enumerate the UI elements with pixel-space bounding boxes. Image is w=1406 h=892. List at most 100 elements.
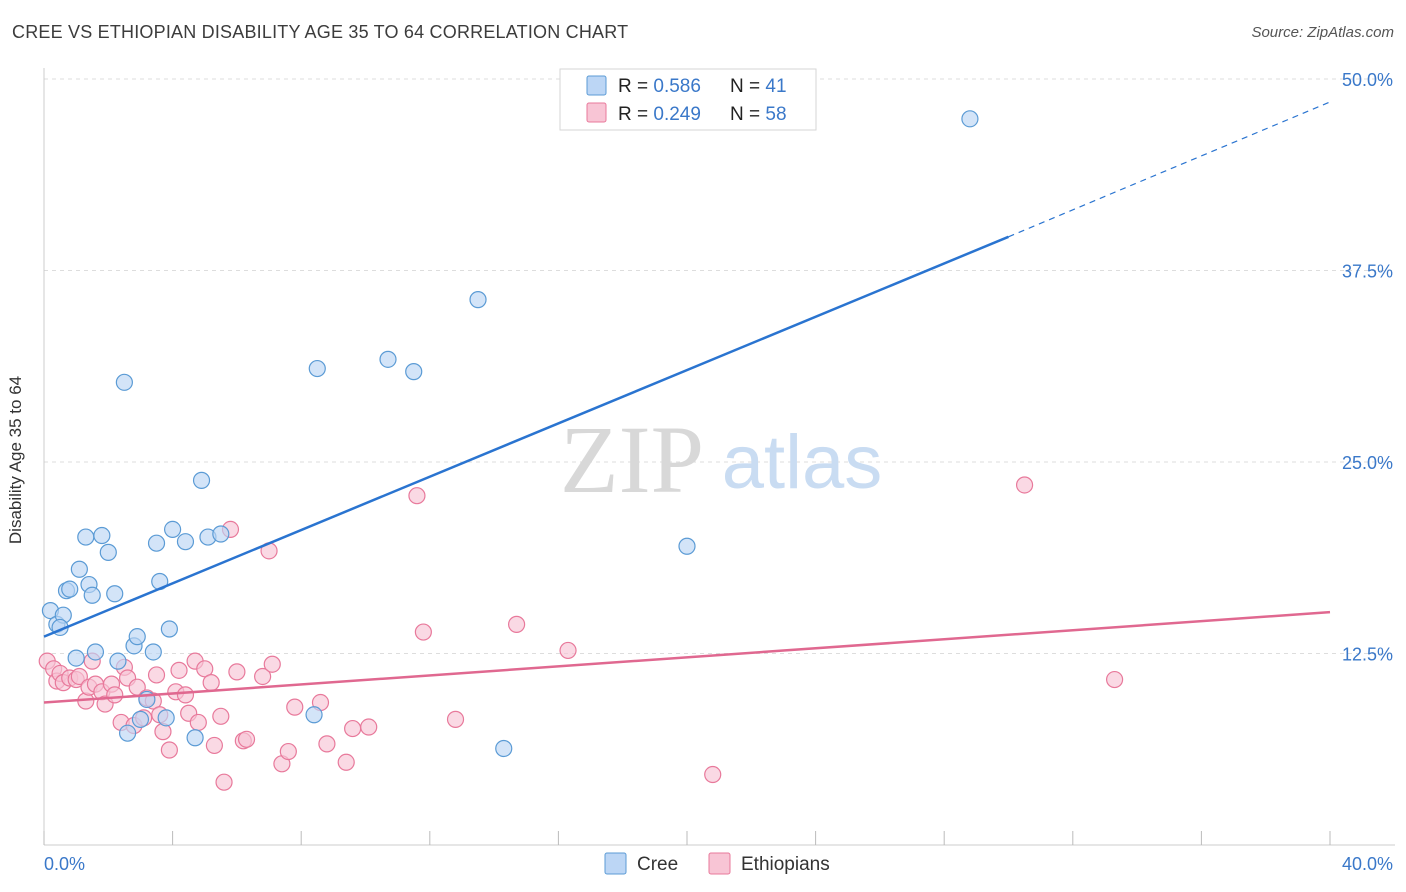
cree-point: [144, 643, 162, 661]
svg-text:R = 0.249: R = 0.249: [618, 104, 701, 125]
ethiopians-point: [237, 730, 256, 748]
cree-trend-line: [43, 235, 1009, 638]
cree-point: [305, 706, 323, 724]
y-tick-label: 50.0%: [1342, 70, 1393, 90]
ethiopians-point: [318, 735, 336, 753]
ethiopians-point: [559, 641, 577, 660]
ethiopians-trend-line: [43, 610, 1331, 704]
ethiopians-point: [170, 661, 188, 679]
legend-n-value-1: 41: [765, 76, 786, 97]
cree-point: [160, 620, 178, 638]
cree-point: [469, 291, 487, 309]
y-tick-label: 12.5%: [1342, 645, 1393, 665]
legend: R = 0.586 N = 41 R = 0.249 N = 58: [559, 68, 817, 131]
cree-point: [495, 739, 513, 758]
ethiopians-point: [106, 686, 124, 704]
cree-points: [41, 110, 979, 758]
bottom-legend-ethiopians: Ethiopians: [741, 854, 830, 875]
ethiopians-point: [254, 667, 272, 686]
ethiopians-point: [1105, 670, 1124, 689]
y-tick-labels: 12.5% 25.0% 37.5% 50.0%: [1342, 70, 1393, 665]
cree-point: [86, 643, 105, 661]
cree-point: [131, 710, 150, 728]
legend-r-value-1: 0.586: [653, 76, 701, 97]
cree-point: [115, 373, 133, 391]
trend-lines: [43, 101, 1331, 704]
cree-point: [128, 628, 146, 646]
cree-point: [157, 709, 175, 727]
ethiopians-point: [508, 615, 526, 633]
bottom-legend-cree: Cree: [637, 854, 678, 875]
chart-title: CREE VS ETHIOPIAN DISABILITY AGE 35 TO 6…: [12, 22, 629, 42]
ethiopians-point: [286, 698, 304, 716]
cree-point: [109, 652, 127, 670]
ethiopians-point: [408, 487, 426, 505]
legend-n-label-1: N =: [730, 76, 765, 97]
legend-n-value-2: 58: [765, 104, 786, 125]
cree-point: [61, 580, 79, 598]
cree-point: [67, 649, 85, 667]
cree-point: [379, 350, 397, 368]
ethiopians-point: [176, 686, 195, 704]
legend-swatch-ethiopians: [586, 102, 607, 123]
ethiopians-point: [215, 773, 233, 791]
legend-swatch-cree: [586, 75, 607, 96]
watermark-zip: ZIP: [560, 406, 704, 513]
bottom-legend: Cree Ethiopians: [604, 852, 830, 875]
ethiopians-point: [1015, 476, 1034, 494]
ethiopians-point: [344, 719, 362, 738]
ethiopians-point: [189, 713, 207, 732]
svg-text:N = 58: N = 58: [730, 104, 787, 125]
cree-point: [147, 534, 166, 552]
cree-point: [83, 586, 101, 604]
svg-text:R = 0.586: R = 0.586: [618, 76, 701, 97]
ethiopians-point: [337, 753, 355, 771]
legend-n-label-2: N =: [730, 104, 765, 125]
axes: [43, 68, 1395, 846]
ethiopians-point: [263, 655, 281, 673]
ethiopians-point: [70, 667, 88, 686]
watermark-atlas: atlas: [722, 420, 883, 505]
ethiopians-point: [704, 765, 722, 784]
x-tick-labels: 0.0% 40.0%: [44, 854, 1393, 874]
y-tick-label: 25.0%: [1342, 453, 1393, 473]
ethiopians-point: [212, 707, 230, 725]
cree-point: [212, 525, 230, 543]
legend-r-value-2: 0.249: [653, 104, 701, 125]
cree-point: [678, 537, 696, 555]
bottom-legend-swatch-cree: [604, 852, 627, 875]
ethiopians-point: [414, 623, 432, 641]
cree-trend-extension: [1008, 101, 1331, 238]
cree-point: [70, 560, 88, 578]
legend-r-label-2: R =: [618, 104, 653, 125]
cree-point: [405, 363, 423, 381]
gridlines: [44, 78, 1395, 654]
bottom-legend-swatch-ethiopians: [708, 852, 731, 875]
ethiopians-point: [360, 718, 378, 736]
cree-point: [164, 520, 182, 539]
x-tick-label: 0.0%: [44, 854, 85, 874]
ethiopians-point: [279, 742, 297, 761]
source-label: Source: ZipAtlas.com: [1251, 24, 1394, 41]
cree-point: [99, 543, 117, 561]
cree-point: [77, 528, 95, 546]
ethiopians-point: [147, 666, 166, 684]
legend-r-label-1: R =: [618, 76, 653, 97]
cree-point: [106, 585, 124, 603]
svg-text:N = 41: N = 41: [730, 76, 787, 97]
cree-point: [186, 729, 204, 747]
cree-point: [192, 471, 211, 489]
ethiopians-point: [205, 736, 223, 755]
ethiopians-point: [446, 710, 465, 728]
ethiopians-point: [228, 663, 246, 681]
ethiopians-point: [160, 741, 178, 759]
ethiopians-point: [202, 674, 220, 692]
cree-point: [118, 724, 137, 742]
y-tick-label: 37.5%: [1342, 262, 1393, 282]
x-tick-label: 40.0%: [1342, 854, 1393, 874]
ethiopians-point: [196, 660, 214, 678]
cree-point: [93, 526, 111, 545]
cree-point: [176, 533, 195, 551]
cree-point: [308, 359, 326, 378]
